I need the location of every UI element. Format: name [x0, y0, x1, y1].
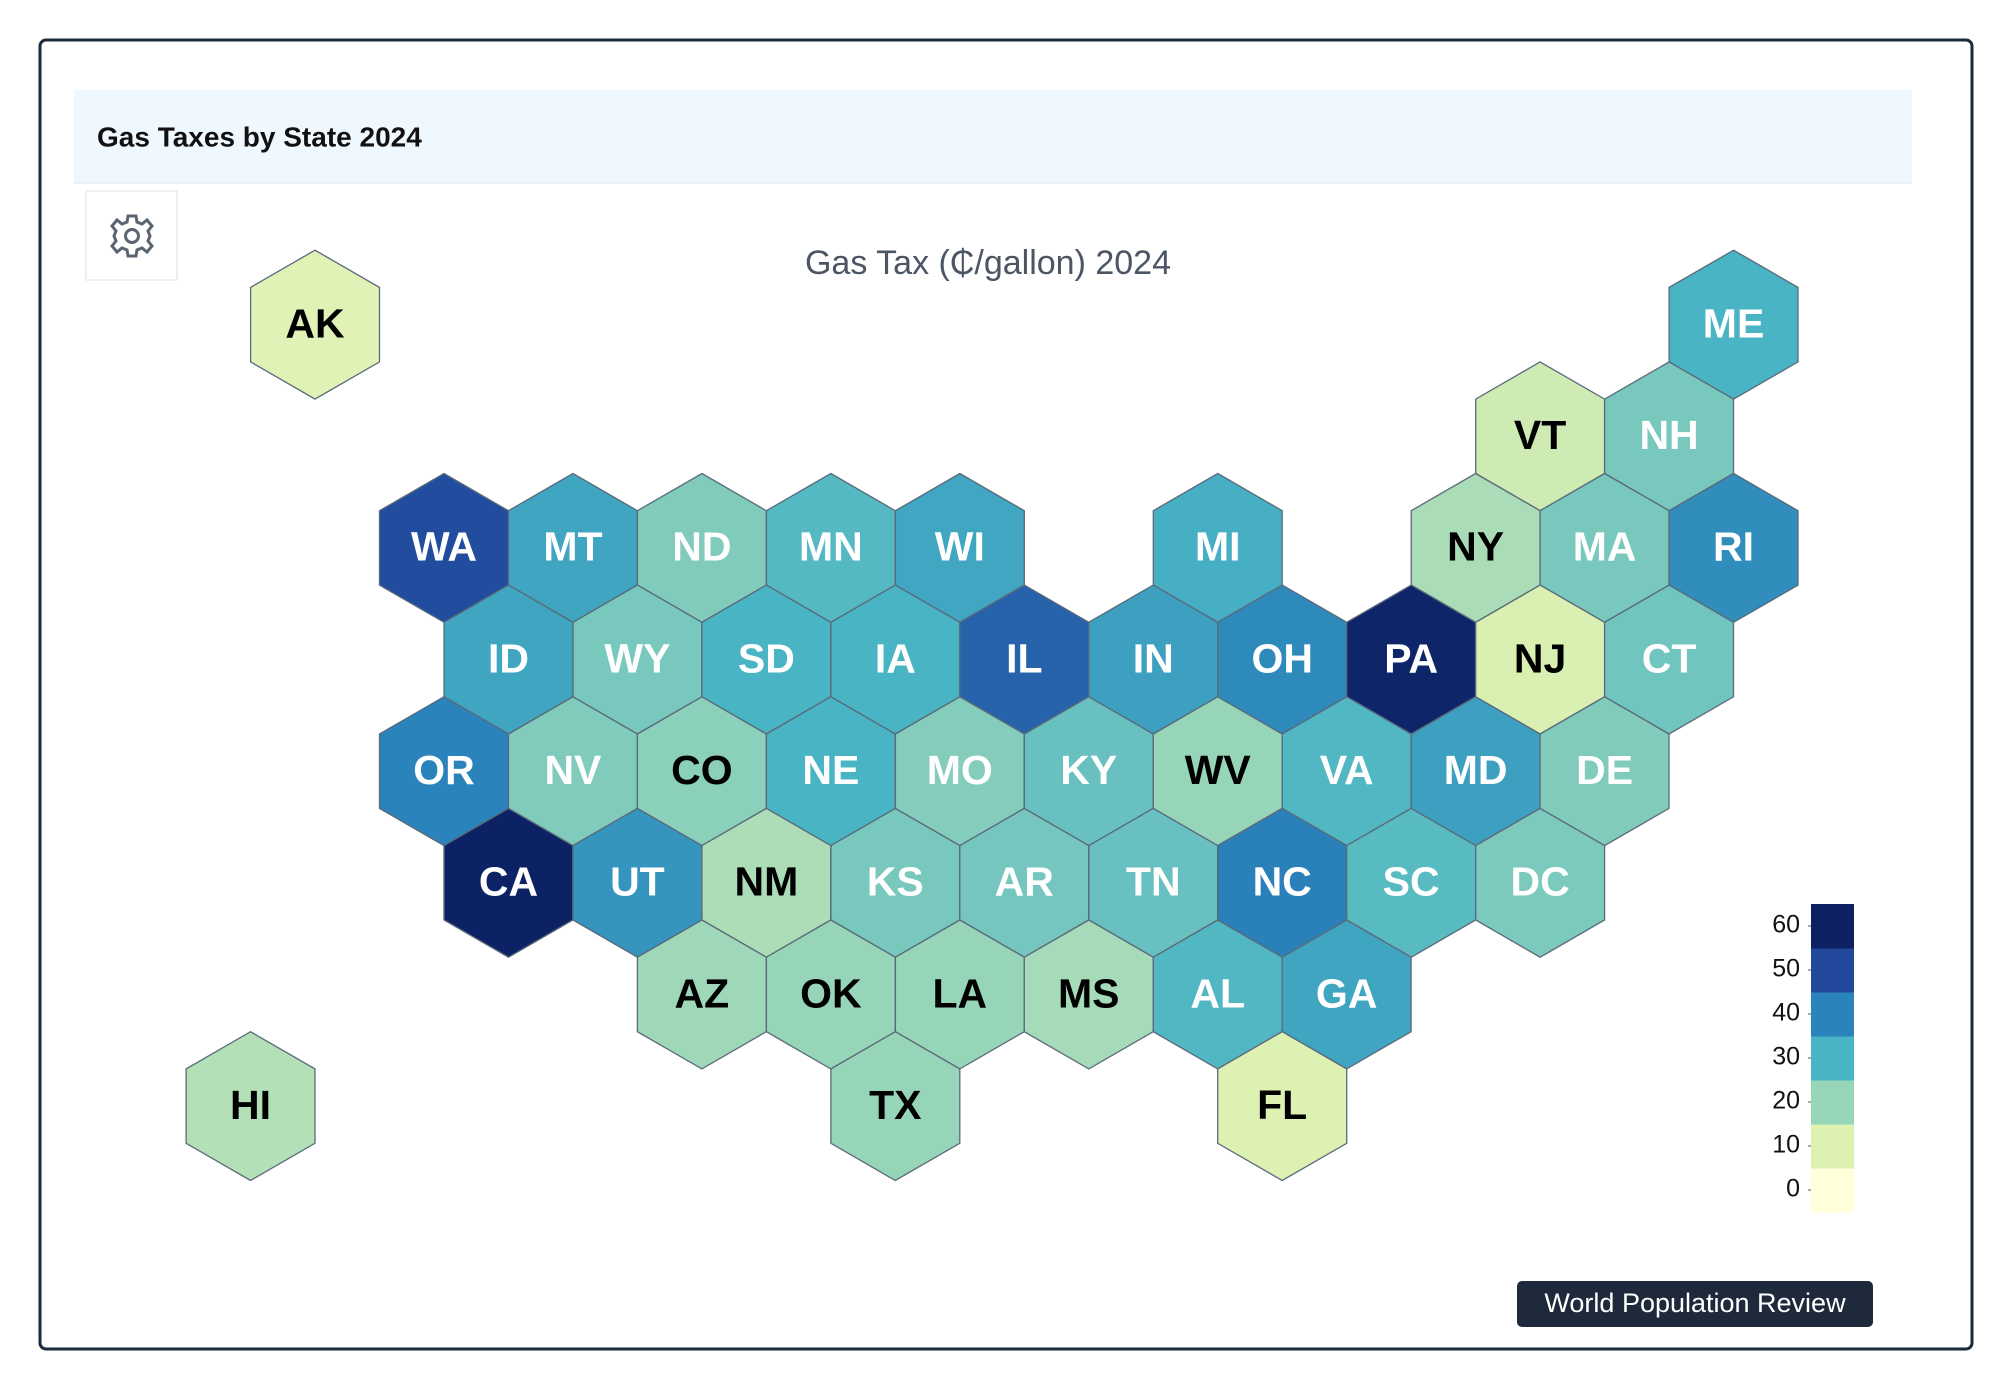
hex-map: AK ME VT NH WA MT ND MN WI MI NY MA RI ID WY SD IA IL IN OH…: [185, 249, 1799, 1182]
state-label: LA: [932, 970, 987, 1016]
state-label: MN: [799, 524, 863, 570]
settings-button[interactable]: [85, 190, 178, 281]
state-label: OH: [1251, 635, 1313, 681]
state-label: UT: [610, 859, 665, 905]
state-label: SC: [1383, 859, 1440, 905]
state-label: FL: [1257, 1082, 1307, 1128]
header-title: Gas Taxes by State 2024: [97, 121, 422, 152]
chart-title: Gas Tax (₵/gallon) 2024: [805, 244, 1171, 282]
source-badge: [1517, 1281, 1873, 1327]
state-hex: [1475, 807, 1606, 958]
state-label: OK: [800, 970, 862, 1016]
legend-tick-label: 40: [1772, 999, 1800, 1027]
state-hex: [1217, 1030, 1348, 1182]
state-label: DE: [1576, 747, 1633, 793]
state-label: AL: [1190, 970, 1245, 1016]
state-hex: [830, 1030, 961, 1182]
state-label: CT: [1642, 635, 1697, 681]
state-label: NY: [1447, 524, 1504, 570]
legend-tick-label: 30: [1772, 1043, 1800, 1071]
state-label: NH: [1639, 412, 1698, 458]
state-label: OR: [413, 747, 475, 793]
state-label: WI: [935, 524, 985, 570]
legend-swatch: [1811, 1168, 1854, 1213]
state-label: NV: [544, 747, 602, 793]
state-label: VT: [1514, 412, 1566, 458]
state-label: CA: [479, 859, 538, 905]
state-label: AK: [285, 300, 345, 346]
state-label: SD: [738, 635, 795, 681]
state-label: NM: [734, 859, 798, 905]
state-label: IL: [1006, 635, 1042, 681]
state-label: PA: [1384, 635, 1438, 681]
state-label: ME: [1703, 300, 1765, 346]
legend-tick-label: 20: [1772, 1087, 1800, 1115]
header: [74, 90, 1912, 183]
source-text: World Population Review: [1544, 1288, 1846, 1318]
legend-swatch: [1811, 904, 1854, 949]
state-hex: [249, 249, 381, 400]
legend-swatch: [1811, 1036, 1854, 1081]
state-label: WA: [411, 524, 477, 570]
state-label: IA: [875, 635, 916, 681]
state-label: MT: [543, 524, 602, 570]
legend-swatch: [1811, 948, 1854, 993]
state-label: TN: [1126, 859, 1181, 905]
state-hex: [185, 1030, 316, 1182]
state-label: NJ: [1514, 635, 1566, 681]
legend-swatch: [1811, 1080, 1854, 1125]
state-label: CO: [671, 747, 733, 793]
state-label: ID: [488, 635, 529, 681]
state-label: MO: [927, 747, 993, 793]
state-label: AZ: [675, 970, 730, 1016]
state-label: IN: [1133, 635, 1174, 681]
state-label: KY: [1060, 747, 1117, 793]
state-label: GA: [1316, 970, 1378, 1016]
gear-icon[interactable]: [110, 214, 154, 258]
legend-tick-label: 60: [1772, 911, 1800, 939]
legend-tick-label: 50: [1772, 955, 1800, 983]
settings-box[interactable]: [85, 190, 178, 281]
state-label: HI: [230, 1082, 271, 1128]
state-label: MI: [1195, 524, 1241, 570]
state-label: DC: [1511, 859, 1570, 905]
state-label: MA: [1573, 524, 1637, 570]
state-label: AR: [995, 859, 1054, 905]
state-label: WY: [604, 635, 670, 681]
state-label: MD: [1444, 747, 1508, 793]
state-label: NE: [802, 747, 859, 793]
legend-tick-label: 10: [1772, 1131, 1800, 1159]
state-label: ND: [672, 524, 731, 570]
legend-tick-label: 0: [1786, 1175, 1800, 1203]
state-label: KS: [867, 859, 924, 905]
state-label: WV: [1185, 747, 1252, 793]
state-label: VA: [1320, 747, 1374, 793]
legend-swatch: [1811, 1124, 1854, 1169]
color-legend: 0 10 20 30 40 50 60: [1772, 904, 1854, 1213]
state-label: NC: [1253, 859, 1312, 905]
legend-swatch: [1811, 992, 1854, 1037]
state-label: MS: [1058, 970, 1120, 1016]
state-label: RI: [1713, 524, 1754, 570]
state-label: TX: [869, 1082, 921, 1128]
